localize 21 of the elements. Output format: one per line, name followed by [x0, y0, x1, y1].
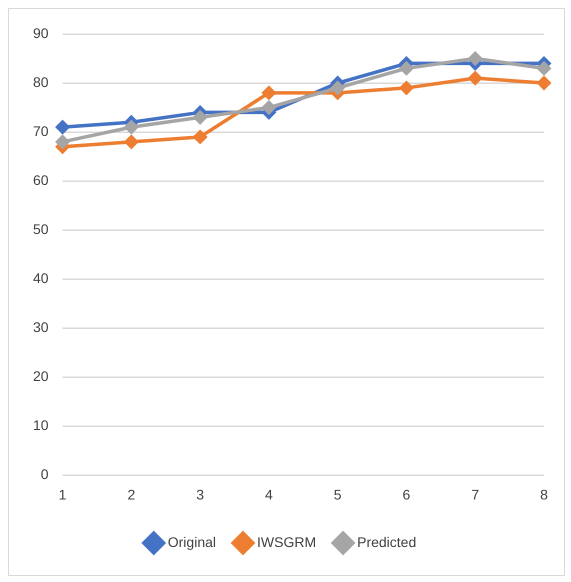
x-tick-label: 4	[265, 486, 273, 502]
x-tick-label: 3	[196, 486, 204, 502]
legend-label: Original	[168, 534, 216, 550]
legend-label: IWSGRM	[256, 534, 316, 550]
y-tick-label: 80	[32, 74, 49, 90]
x-tick-label: 1	[58, 486, 67, 502]
y-tick-label: 10	[32, 417, 49, 434]
y-tick-label: 60	[32, 172, 49, 188]
x-tick-label: 2	[127, 486, 136, 502]
y-tick-label: 40	[32, 270, 49, 286]
y-tick-label: 70	[32, 122, 49, 139]
x-tick-label: 8	[540, 486, 548, 502]
x-tick-label: 7	[471, 486, 480, 502]
y-tick-label: 90	[32, 24, 49, 41]
y-tick-label: 30	[32, 318, 49, 335]
legend-label: Predicted	[357, 534, 416, 550]
y-tick-label: 0	[40, 466, 49, 482]
x-tick-label: 6	[402, 486, 411, 502]
y-tick-label: 20	[32, 368, 49, 384]
x-tick-label: 5	[334, 486, 342, 502]
y-tick-label: 50	[32, 220, 49, 237]
